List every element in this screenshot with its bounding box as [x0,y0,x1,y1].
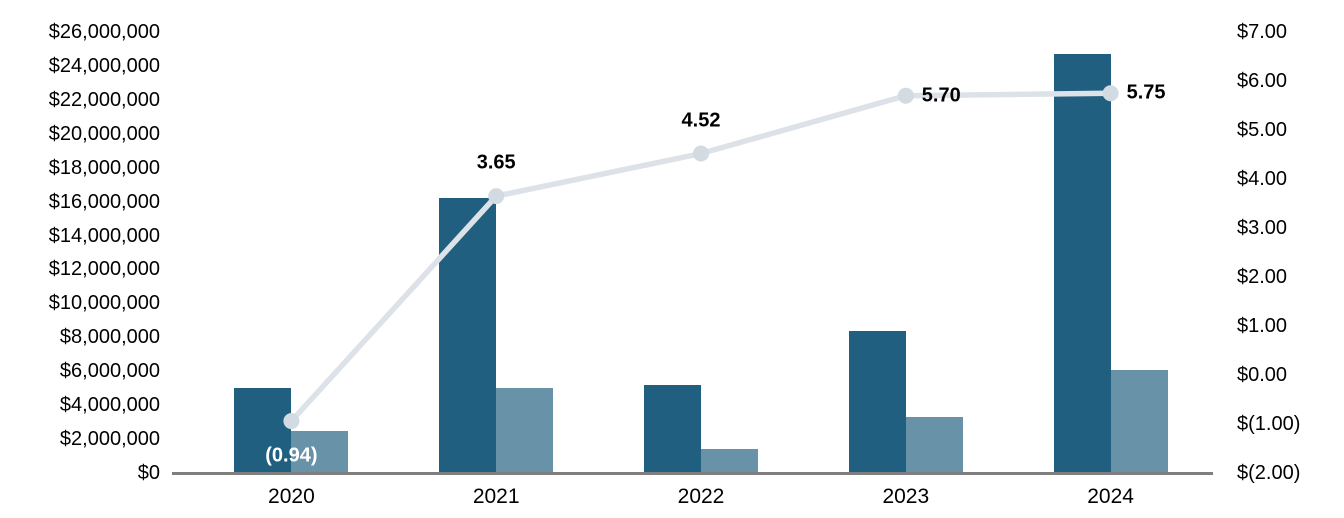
x-axis-label-2023: 2023 [882,485,930,508]
bar-secondary-bars-2022 [701,449,758,473]
left-axis-tick-label: $10,000,000 [48,292,160,315]
x-axis-label-2020: 2020 [268,485,315,508]
bar-secondary-bars-2024 [1110,369,1168,473]
left-axis-tick-label: $12,000,000 [48,258,160,281]
line-series-path [288,90,1114,424]
line-marker-2021 [488,188,505,205]
x-axis-label-2022: 2022 [677,485,725,508]
right-axis-tick-label: $1.00 [1237,315,1288,337]
line-marker-2020 [283,413,300,430]
right-axis-tick-label: $2.00 [1237,266,1288,288]
line-marker-2024 [1102,85,1119,102]
bar-secondary-bars-2023 [905,417,963,473]
left-axis-tick-label: $8,000,000 [59,326,160,349]
right-axis-tick-label: $7.00 [1237,21,1288,43]
line-data-label-2021: 3.65 [476,151,516,174]
left-axis-tick-label: $14,000,000 [48,224,160,247]
right-axis-tick-label: $(1.00) [1237,413,1301,435]
left-axis-tick-label: $24,000,000 [48,54,160,77]
bar-primary-bars-2020 [234,388,292,473]
left-axis-tick-label: $4,000,000 [59,394,160,417]
line-data-label-2023: 5.70 [921,84,961,107]
bar-primary-bars-2024 [1053,54,1111,473]
bar-secondary-bars-2021 [496,388,554,473]
bar-primary-bars-2023 [848,330,906,473]
left-axis-tick-label: $20,000,000 [48,122,160,145]
right-axis-tick-label: $5.00 [1237,119,1288,141]
line-data-label-2020: (0.94) [265,444,318,467]
right-axis-tick-label: $0.00 [1237,364,1288,386]
bar-primary-bars-2022 [644,384,701,473]
bar-secondary-bars-2020 [291,430,349,473]
left-axis-tick-label: $22,000,000 [48,88,160,111]
line-marker-2022 [693,145,709,162]
line-data-label-2022: 4.52 [681,109,721,132]
right-axis-tick-label: $6.00 [1237,70,1288,92]
bar-primary-bars-2021 [439,198,497,473]
left-axis-tick-label: $18,000,000 [48,156,160,179]
left-axis-tick-label: $6,000,000 [59,360,160,383]
left-axis-tick-label: $26,000,000 [48,21,160,43]
line-data-label-2024: 5.75 [1126,81,1166,104]
x-axis-label-2024: 2024 [1087,485,1134,508]
line-marker-2023 [897,87,914,104]
right-axis-tick-label: $3.00 [1237,217,1288,239]
left-axis-tick-label: $2,000,000 [59,428,160,451]
x-axis-line [172,472,1213,475]
x-axis-label-2021: 2021 [472,485,520,508]
left-axis-tick-label: $16,000,000 [48,190,160,213]
right-axis-tick-label: $4.00 [1237,168,1288,190]
left-axis-tick-label: $0 [137,462,160,484]
right-axis-tick-label: $(2.00) [1237,462,1301,484]
